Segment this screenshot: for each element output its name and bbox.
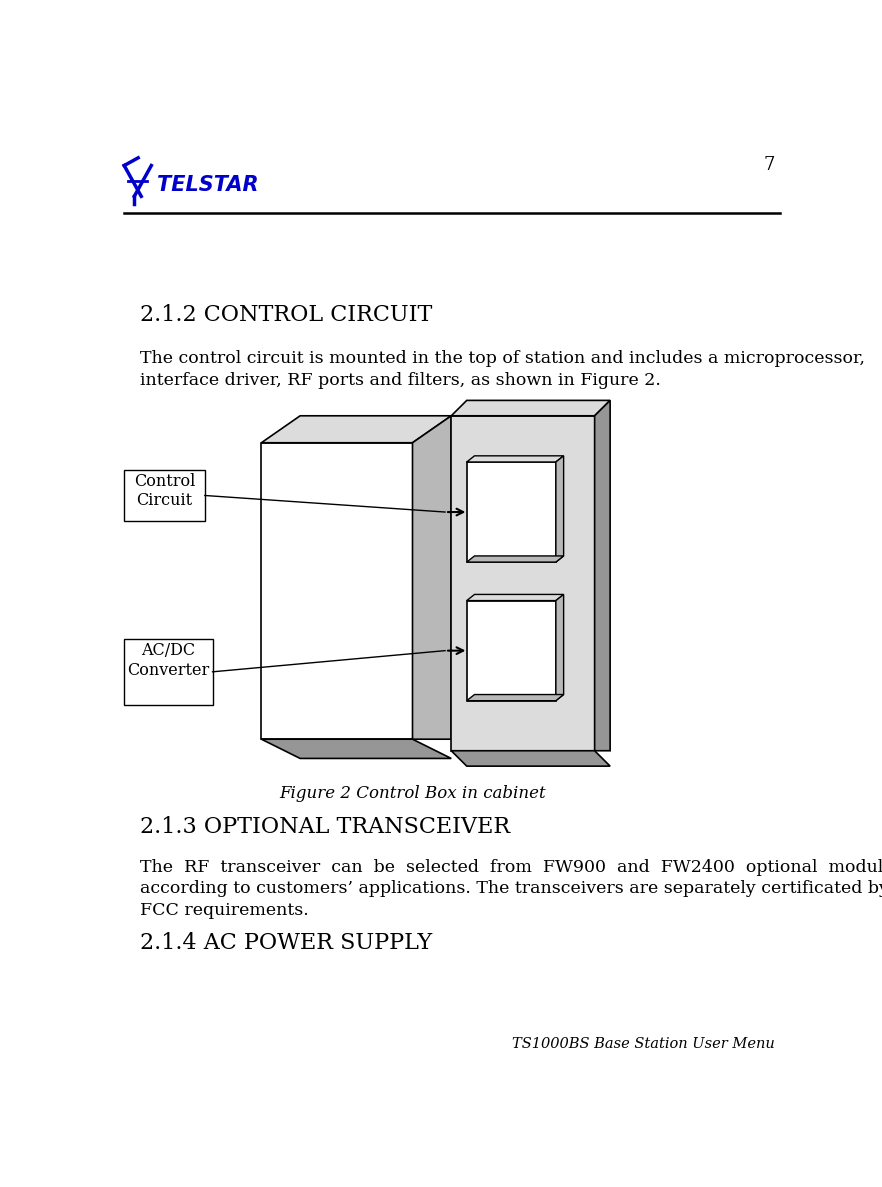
Polygon shape xyxy=(556,456,564,563)
Bar xyxy=(124,470,205,521)
Bar xyxy=(261,443,413,740)
Bar xyxy=(452,415,594,750)
Polygon shape xyxy=(467,556,564,563)
Text: Control
Circuit: Control Circuit xyxy=(134,472,195,509)
Polygon shape xyxy=(556,595,564,700)
Polygon shape xyxy=(452,400,610,415)
Polygon shape xyxy=(467,694,564,700)
Polygon shape xyxy=(413,415,452,740)
Text: according to customers’ applications. The transceivers are separately certificat: according to customers’ applications. Th… xyxy=(139,880,882,897)
Text: The  RF  transceiver  can  be  selected  from  FW900  and  FW2400  optional  mod: The RF transceiver can be selected from … xyxy=(139,858,882,876)
Text: 2.1.4 AC POWER SUPPLY: 2.1.4 AC POWER SUPPLY xyxy=(139,932,432,953)
Text: interface driver, RF ports and filters, as shown in Figure 2.: interface driver, RF ports and filters, … xyxy=(139,372,661,389)
Text: 7: 7 xyxy=(764,157,775,174)
Text: TELSTAR: TELSTAR xyxy=(157,174,258,195)
Polygon shape xyxy=(261,415,452,443)
Polygon shape xyxy=(594,400,610,750)
Polygon shape xyxy=(467,456,564,462)
Bar xyxy=(124,639,213,705)
Polygon shape xyxy=(467,595,564,601)
Bar xyxy=(467,601,556,700)
Text: The control circuit is mounted in the top of station and includes a microprocess: The control circuit is mounted in the to… xyxy=(139,350,864,367)
Polygon shape xyxy=(261,740,452,758)
Text: FCC requirements.: FCC requirements. xyxy=(139,902,309,919)
Text: Figure 2 Control Box in cabinet: Figure 2 Control Box in cabinet xyxy=(280,786,546,802)
Polygon shape xyxy=(452,750,610,766)
Text: 2.1.3 OPTIONAL TRANSCEIVER: 2.1.3 OPTIONAL TRANSCEIVER xyxy=(139,817,510,838)
Text: AC/DC
Converter: AC/DC Converter xyxy=(127,642,210,679)
Text: TS1000BS Base Station User Menu: TS1000BS Base Station User Menu xyxy=(512,1037,775,1052)
Text: 2.1.2 CONTROL CIRCUIT: 2.1.2 CONTROL CIRCUIT xyxy=(139,304,432,326)
Bar xyxy=(467,462,556,563)
